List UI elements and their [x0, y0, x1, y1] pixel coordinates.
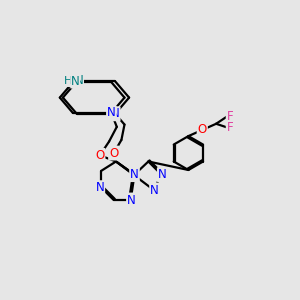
Text: N: N	[75, 74, 83, 87]
Text: O: O	[95, 149, 104, 162]
Text: N: N	[107, 106, 116, 119]
Text: N: N	[150, 184, 159, 196]
Text: N: N	[71, 75, 80, 88]
Text: H: H	[64, 76, 73, 86]
Text: H: H	[69, 76, 77, 86]
Text: N: N	[130, 168, 139, 181]
Text: N: N	[95, 181, 104, 194]
Text: N: N	[111, 107, 120, 120]
Text: F: F	[227, 121, 233, 134]
Text: O: O	[109, 146, 118, 160]
Text: N: N	[158, 168, 167, 181]
Text: O: O	[198, 123, 207, 136]
Text: N: N	[127, 194, 136, 206]
Text: F: F	[227, 110, 233, 123]
